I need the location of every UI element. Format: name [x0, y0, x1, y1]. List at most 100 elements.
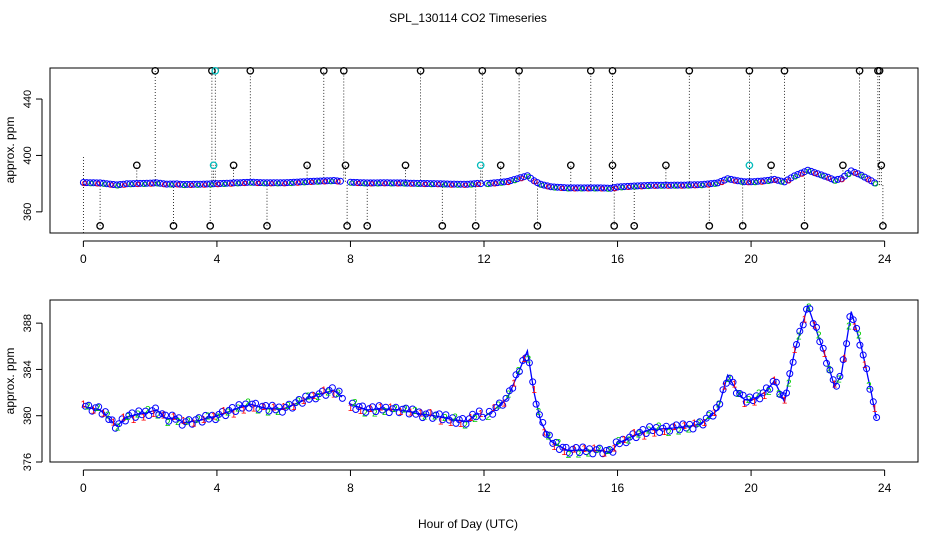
bottom-point-3 — [502, 394, 510, 402]
top-point-2 — [235, 181, 241, 187]
bottom-point-3 — [622, 439, 630, 447]
bottom-point-3 — [559, 443, 567, 451]
bottom-point-1: 1 — [872, 404, 878, 415]
bottom-point-1: 1 — [398, 407, 404, 418]
bottom-point-3 — [786, 370, 794, 378]
bottom-point-3 — [829, 376, 837, 384]
bottom-point-1: 1 — [652, 428, 658, 439]
top-point-1 — [462, 182, 468, 188]
bottom-point-2: 2 — [626, 435, 632, 446]
bottom-point-3 — [826, 366, 834, 374]
bottom-point-2: 2 — [462, 421, 468, 432]
bottom-point-3 — [455, 416, 463, 424]
top-point-3 — [283, 179, 291, 187]
bottom-point-3 — [232, 408, 240, 415]
top-outlier-point — [132, 161, 141, 170]
top-outlier-point — [855, 66, 864, 75]
bottom-point-3 — [816, 338, 824, 346]
bottom-point-3 — [108, 416, 116, 424]
bottom-point-3 — [422, 410, 430, 418]
top-outlier-point — [209, 161, 218, 170]
bottom-point-3 — [549, 439, 557, 447]
bottom-point-3 — [375, 402, 383, 410]
bottom-point-2: 2 — [636, 429, 642, 440]
top-y-axis-tick-label: 400 — [22, 146, 34, 164]
bottom-point-3 — [242, 400, 250, 408]
top-point-3 — [270, 179, 278, 187]
top-point-3 — [410, 179, 418, 187]
top-x-axis-tick-label: 4 — [214, 252, 221, 266]
bottom-point-2: 2 — [616, 436, 622, 447]
bottom-point-3 — [101, 408, 109, 416]
top-point-3 — [170, 180, 177, 188]
bottom-point-2: 2 — [115, 422, 121, 433]
top-outlier-point — [533, 222, 542, 230]
top-point-3 — [263, 179, 271, 187]
top-point-3 — [553, 183, 561, 191]
top-point-2 — [428, 182, 435, 188]
top-outlier-point — [800, 222, 809, 230]
bottom-point-3 — [632, 434, 640, 442]
bottom-point-3 — [739, 391, 747, 399]
top-point-3 — [256, 179, 264, 187]
top-point-3 — [230, 179, 238, 187]
top-point-3 — [714, 179, 722, 187]
bottom-point-2: 2 — [245, 398, 251, 409]
bottom-point-3 — [425, 409, 433, 417]
top-point-3 — [316, 177, 324, 185]
top-point-3 — [190, 180, 198, 188]
top-plot-frame — [49, 67, 919, 234]
top-outlier-point — [319, 66, 328, 75]
bottom-point-1: 1 — [722, 382, 728, 393]
bottom-point-3 — [462, 420, 470, 428]
bottom-point-3 — [869, 398, 877, 406]
bottom-point-3 — [275, 403, 283, 411]
top-point-3 — [203, 180, 211, 188]
top-point-3 — [463, 180, 471, 188]
top-point-1 — [625, 184, 632, 190]
bottom-point-1: 1 — [301, 396, 307, 407]
bottom-point-3 — [175, 414, 183, 422]
top-point-1 — [121, 182, 128, 188]
bottom-point-1: 1 — [641, 431, 647, 442]
bottom-point-3 — [252, 399, 260, 407]
bottom-point-1: 1 — [692, 418, 698, 429]
top-outlier-point — [229, 161, 238, 170]
top-point-3 — [163, 180, 171, 188]
top-point-3 — [210, 180, 218, 188]
bottom-point-2: 2 — [105, 411, 111, 422]
bottom-point-3 — [81, 402, 89, 410]
bottom-point-1: 1 — [862, 360, 868, 371]
bottom-point-1: 1 — [161, 410, 167, 421]
bottom-point-2: 2 — [836, 375, 842, 386]
bottom-x-axis-tick-label: 8 — [347, 481, 354, 495]
bottom-point-3 — [762, 384, 770, 392]
top-point-3 — [707, 180, 715, 188]
bottom-point-1: 1 — [541, 428, 547, 439]
top-point-2 — [375, 181, 381, 187]
top-point-3 — [600, 184, 608, 192]
top-point-3 — [607, 184, 615, 192]
top-outlier-point — [343, 222, 351, 230]
bottom-point-3 — [853, 324, 861, 332]
top-point-3 — [450, 180, 458, 188]
bottom-point-3 — [105, 416, 113, 423]
top-point-3 — [861, 173, 869, 181]
top-outlier-point — [438, 222, 447, 230]
bottom-point-1: 1 — [201, 415, 207, 426]
top-point-3 — [574, 184, 581, 192]
top-panel: 0 4 8 12 16 20 24 360 400 440 approx. ppm — [3, 66, 919, 266]
top-point-3 — [493, 179, 501, 187]
top-point-3 — [377, 179, 384, 187]
bottom-point-3 — [152, 404, 159, 412]
bottom-point-3 — [155, 411, 163, 419]
bottom-point-3 — [85, 401, 93, 409]
bottom-point-3 — [662, 422, 670, 430]
bottom-point-3 — [823, 359, 830, 367]
bottom-point-3 — [562, 443, 570, 451]
bottom-point-3 — [335, 387, 343, 395]
bottom-point-3 — [208, 411, 216, 419]
top-point-2 — [141, 181, 148, 187]
bottom-point-3 — [783, 389, 790, 397]
bottom-point-3 — [479, 413, 487, 421]
